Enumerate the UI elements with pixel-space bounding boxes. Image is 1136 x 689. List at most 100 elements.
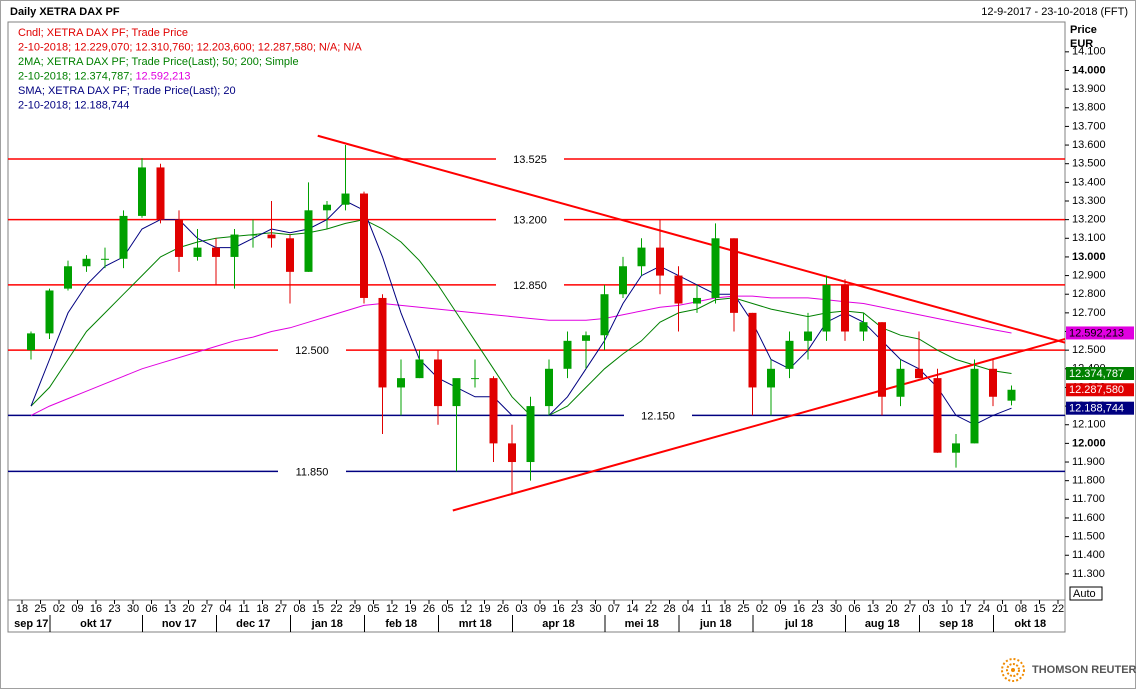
- candle-body: [878, 322, 886, 397]
- legend-line: 2MA; XETRA DAX PF; Trade Price(Last); 50…: [18, 56, 299, 68]
- x-tick-label: 11: [238, 603, 249, 615]
- candle-body: [397, 378, 405, 388]
- x-tick-label: 27: [904, 603, 916, 615]
- candle-body: [175, 219, 183, 257]
- y-tick-label: 13.100: [1072, 232, 1106, 244]
- candle-body: [434, 359, 442, 407]
- x-tick-label: 28: [663, 603, 675, 615]
- candle-body: [304, 210, 313, 272]
- candle-body: [711, 238, 720, 298]
- candle-body: [785, 340, 794, 369]
- level-label-bg: [624, 406, 692, 425]
- x-tick-label: 25: [737, 603, 749, 615]
- x-tick-label: 08: [293, 603, 305, 615]
- x-tick-label: 09: [534, 603, 546, 615]
- candle-body: [545, 368, 553, 407]
- y-tick-label: 12.900: [1072, 269, 1106, 281]
- x-tick-label: 22: [330, 603, 342, 615]
- x-tick-label: 26: [423, 603, 435, 615]
- candle-body: [212, 247, 220, 257]
- last-value-box: [1066, 383, 1134, 397]
- level-label: 13.525: [513, 154, 547, 166]
- candle-body: [138, 167, 146, 216]
- month-label: apr 18: [542, 618, 574, 630]
- x-tick-label: 05: [367, 603, 379, 615]
- x-tick-label: 30: [589, 603, 601, 615]
- x-tick-label: 24: [978, 603, 990, 615]
- x-tick-label: 17: [959, 603, 971, 615]
- y-tick-label: 13.600: [1072, 139, 1106, 151]
- legend-line: 2-10-2018; 12.374,787; 12.592,213: [18, 70, 191, 82]
- candle-body: [27, 333, 35, 351]
- y-tick-label: 11.600: [1072, 512, 1105, 524]
- y-tick-label: 13.500: [1072, 158, 1106, 170]
- y-tick-label: 11.300: [1072, 568, 1105, 580]
- legend-line: 2-10-2018; 12.188,744: [18, 99, 129, 111]
- last-value-box: [1066, 401, 1134, 415]
- candle-body: [915, 368, 923, 379]
- x-tick-label: 07: [608, 603, 620, 615]
- candle-body: [323, 204, 331, 211]
- candle-body: [341, 193, 350, 205]
- candle-body: [600, 294, 609, 336]
- x-tick-label: 09: [774, 603, 786, 615]
- candle-body: [841, 284, 849, 332]
- month-label: jun 18: [699, 618, 732, 630]
- month-label: sep 18: [939, 618, 973, 630]
- x-tick-label: 03: [922, 603, 934, 615]
- candle-body: [767, 368, 775, 388]
- price-label: Price: [1070, 24, 1097, 36]
- candle-body: [526, 406, 535, 463]
- x-tick-label: 16: [90, 603, 102, 615]
- x-tick-label: 10: [941, 603, 953, 615]
- trendline: [452, 338, 1065, 512]
- x-tick-label: 23: [108, 603, 120, 615]
- y-tick-label: 13.700: [1072, 120, 1106, 132]
- x-tick-label: 04: [219, 603, 231, 615]
- candle-body: [156, 167, 165, 220]
- y-tick-label: 12.100: [1072, 419, 1106, 431]
- y-tick-label: 13.300: [1072, 195, 1106, 207]
- level-label-bg: [278, 462, 346, 481]
- candle-body: [286, 238, 294, 272]
- y-tick-label: 14.100: [1072, 46, 1106, 58]
- candle-body: [563, 340, 572, 369]
- candle-body: [933, 378, 942, 453]
- y-tick-label: 11.900: [1072, 456, 1105, 468]
- x-tick-label: 15: [312, 603, 324, 615]
- x-tick-label: 09: [71, 603, 83, 615]
- legend-text: 12.592,213: [135, 70, 190, 82]
- y-tick-label: 12.500: [1072, 344, 1106, 356]
- level-label-bg: [278, 341, 346, 360]
- legend-line: SMA; XETRA DAX PF; Trade Price(Last); 20: [18, 85, 236, 97]
- auto-button[interactable]: [1069, 586, 1103, 601]
- x-tick-label: 01: [996, 603, 1008, 615]
- x-tick-label: 29: [349, 603, 361, 615]
- x-tick-label: 22: [1052, 603, 1064, 615]
- month-label: okt 17: [80, 618, 112, 630]
- y-tick-label: 13.800: [1072, 102, 1106, 114]
- month-label: jul 18: [784, 618, 813, 630]
- legend-text: 2-10-2018; 12.188,744: [18, 99, 129, 111]
- last-value-label: 12.374,787: [1069, 368, 1124, 380]
- month-label: jan 18: [311, 618, 343, 630]
- x-tick-label: 23: [811, 603, 823, 615]
- y-tick-label: 13.900: [1072, 83, 1106, 95]
- legend-line: Cndl; XETRA DAX PF; Trade Price: [18, 27, 188, 39]
- month-label: aug 18: [865, 618, 900, 630]
- candle-body: [896, 368, 905, 397]
- legend-text: 2MA; XETRA DAX PF; Trade Price(Last); 50…: [18, 56, 299, 68]
- legend-text: Cndl; XETRA DAX PF; Trade Price: [18, 27, 188, 39]
- x-tick-label: 20: [885, 603, 897, 615]
- candle-body: [249, 234, 257, 236]
- candle-body: [82, 258, 91, 267]
- x-tick-label: 13: [867, 603, 879, 615]
- y-tick-label: 11.400: [1072, 549, 1105, 561]
- x-tick-label: 14: [626, 603, 638, 615]
- x-tick-label: 12: [460, 603, 472, 615]
- candle-body: [859, 322, 868, 332]
- candle-body: [452, 378, 461, 407]
- plot-layer: 13.525 13.200 12.850 12.500 12.150 11.850: [8, 134, 1065, 512]
- y-tick-label: 13.000: [1072, 251, 1106, 263]
- candle-body: [693, 297, 701, 304]
